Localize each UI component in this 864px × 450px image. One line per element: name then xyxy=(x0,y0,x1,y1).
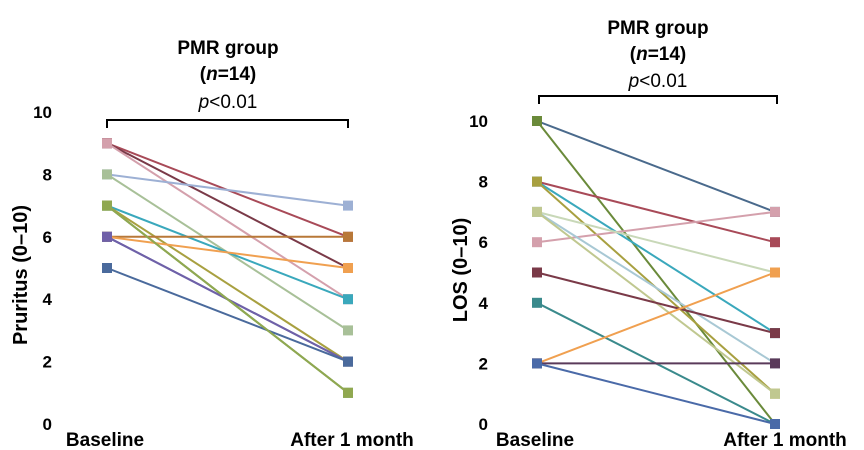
chart-title: PMR group xyxy=(177,38,278,59)
after-1-month-point xyxy=(343,294,353,305)
series-line xyxy=(536,211,776,365)
significance-bracket xyxy=(538,95,778,104)
y-tick-label: 10 xyxy=(469,112,488,131)
y-tick-label: 0 xyxy=(43,415,52,434)
baseline-point xyxy=(102,200,112,211)
baseline-point xyxy=(102,138,112,149)
after-1-month-point xyxy=(343,387,353,398)
series-line xyxy=(106,142,349,269)
p-value-annotation: p<0.01 xyxy=(628,71,688,92)
chart-subtitle: (n=14) xyxy=(630,44,687,65)
baseline-point xyxy=(102,231,112,242)
series-line xyxy=(536,180,776,244)
baseline-point xyxy=(102,263,112,273)
y-tick-label: 6 xyxy=(479,233,488,252)
n-value: =14 xyxy=(218,64,251,85)
baseline-point xyxy=(532,267,542,278)
series-line xyxy=(536,210,776,274)
p-symbol: p xyxy=(628,71,640,92)
n-symbol: n xyxy=(636,44,648,65)
series-line xyxy=(536,120,776,425)
series-line xyxy=(106,235,349,269)
series-line xyxy=(536,362,776,425)
baseline-point xyxy=(102,169,112,180)
series-lines xyxy=(102,138,353,398)
after-1-month-point xyxy=(770,358,780,369)
after-1-month-point xyxy=(343,231,353,242)
y-tick-label: 0 xyxy=(479,415,488,434)
chart-title: PMR group xyxy=(607,18,708,39)
y-axis-label: LOS (0–10) xyxy=(450,218,472,322)
baseline-point xyxy=(532,176,542,187)
after-1-month-point xyxy=(770,388,780,399)
y-axis-label: Pruritus (0–10) xyxy=(10,205,32,345)
y-tick-label: 4 xyxy=(479,294,489,313)
chart-subtitle: (n=14) xyxy=(200,64,257,85)
after-1-month-point xyxy=(343,356,353,367)
after-1-month-point xyxy=(770,328,780,339)
pruritus-chart: PMR group (n=14) p<0.01 Pruritus (0–10) … xyxy=(10,38,414,450)
series-line xyxy=(106,173,349,207)
series-line xyxy=(106,204,349,394)
series-line xyxy=(106,204,349,363)
y-tick-label: 4 xyxy=(43,290,53,309)
baseline-point xyxy=(532,206,542,217)
series-line xyxy=(536,210,776,244)
x-tick-after-1-month: After 1 month xyxy=(723,430,847,450)
p-value: <0.01 xyxy=(639,71,687,92)
y-tick-label: 10 xyxy=(33,103,52,122)
after-1-month-point xyxy=(770,237,780,248)
after-1-month-point xyxy=(343,325,353,336)
after-1-month-point xyxy=(770,267,780,278)
series-lines xyxy=(532,116,780,429)
p-value-annotation: p<0.01 xyxy=(198,92,258,113)
y-tick-label: 8 xyxy=(43,165,52,184)
baseline-point xyxy=(532,116,542,126)
x-tick-after-1-month: After 1 month xyxy=(290,430,414,450)
y-axis-ticks: 0 2 4 6 8 10 xyxy=(33,103,52,434)
baseline-point xyxy=(532,297,542,308)
after-1-month-point xyxy=(770,206,780,217)
after-1-month-point xyxy=(343,263,353,273)
after-1-month-point xyxy=(770,419,780,429)
los-chart: PMR group (n=14) p<0.01 LOS (0–10) Basel… xyxy=(450,18,847,450)
baseline-point xyxy=(532,237,542,248)
x-tick-baseline: Baseline xyxy=(496,430,574,450)
series-line xyxy=(536,271,776,365)
y-tick-label: 2 xyxy=(479,354,488,373)
p-symbol: p xyxy=(198,92,210,113)
p-value: <0.01 xyxy=(209,92,257,113)
series-line xyxy=(536,120,776,213)
series-line xyxy=(536,271,776,335)
series-line xyxy=(106,142,349,301)
after-1-month-point xyxy=(343,200,353,211)
n-symbol: n xyxy=(206,64,218,85)
y-tick-label: 6 xyxy=(43,228,52,247)
baseline-point xyxy=(532,358,542,369)
y-axis-ticks: 0 2 4 6 8 10 xyxy=(469,112,488,434)
series-line xyxy=(536,180,776,334)
y-tick-label: 8 xyxy=(479,173,488,192)
y-tick-label: 2 xyxy=(43,353,52,372)
n-value: =14 xyxy=(648,44,681,65)
x-tick-baseline: Baseline xyxy=(66,430,144,450)
series-line xyxy=(106,267,349,363)
significance-bracket xyxy=(106,119,349,128)
